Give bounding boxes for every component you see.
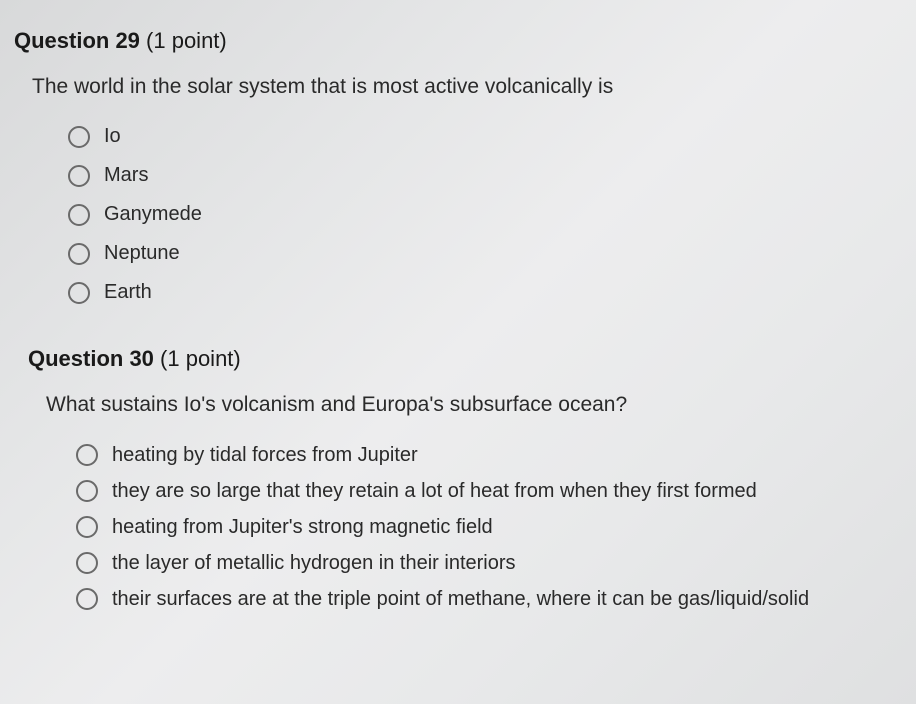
option-label: they are so large that they retain a lot… bbox=[112, 480, 757, 503]
question-30-block: Question 30 (1 point) What sustains Io's… bbox=[14, 346, 916, 610]
option-row[interactable]: Earth bbox=[68, 281, 916, 304]
option-row[interactable]: Ganymede bbox=[68, 203, 916, 226]
question-29-header: Question 29 (1 point) bbox=[14, 28, 916, 54]
question-30-header: Question 30 (1 point) bbox=[28, 346, 916, 372]
radio-icon[interactable] bbox=[68, 243, 90, 265]
radio-icon[interactable] bbox=[76, 516, 98, 538]
question-29-points: (1 point) bbox=[140, 28, 227, 53]
radio-icon[interactable] bbox=[68, 204, 90, 226]
radio-icon[interactable] bbox=[76, 480, 98, 502]
option-label: Neptune bbox=[104, 242, 180, 265]
radio-icon[interactable] bbox=[68, 282, 90, 304]
option-row[interactable]: Neptune bbox=[68, 242, 916, 265]
option-label: heating by tidal forces from Jupiter bbox=[112, 444, 418, 467]
option-row[interactable]: Mars bbox=[68, 164, 916, 187]
option-label: their surfaces are at the triple point o… bbox=[112, 588, 809, 611]
option-row[interactable]: Io bbox=[68, 125, 916, 148]
option-label: the layer of metallic hydrogen in their … bbox=[112, 552, 516, 575]
question-30-number: Question 30 bbox=[28, 346, 154, 371]
option-label: Mars bbox=[104, 164, 148, 187]
option-row[interactable]: they are so large that they retain a lot… bbox=[76, 480, 916, 503]
radio-icon[interactable] bbox=[68, 165, 90, 187]
question-30-text: What sustains Io's volcanism and Europa'… bbox=[46, 390, 916, 419]
question-30-points: (1 point) bbox=[154, 346, 241, 371]
question-29-number: Question 29 bbox=[14, 28, 140, 53]
question-29-text: The world in the solar system that is mo… bbox=[32, 72, 916, 101]
option-label: Earth bbox=[104, 281, 152, 304]
radio-icon[interactable] bbox=[76, 552, 98, 574]
option-label: Io bbox=[104, 125, 121, 148]
option-label: Ganymede bbox=[104, 203, 202, 226]
option-row[interactable]: heating from Jupiter's strong magnetic f… bbox=[76, 516, 916, 539]
option-row[interactable]: heating by tidal forces from Jupiter bbox=[76, 444, 916, 467]
option-label: heating from Jupiter's strong magnetic f… bbox=[112, 516, 493, 539]
question-29-block: Question 29 (1 point) The world in the s… bbox=[14, 28, 916, 304]
question-29-options: Io Mars Ganymede Neptune Earth bbox=[68, 125, 916, 304]
radio-icon[interactable] bbox=[68, 126, 90, 148]
radio-icon[interactable] bbox=[76, 444, 98, 466]
option-row[interactable]: their surfaces are at the triple point o… bbox=[76, 588, 916, 611]
option-row[interactable]: the layer of metallic hydrogen in their … bbox=[76, 552, 916, 575]
radio-icon[interactable] bbox=[76, 588, 98, 610]
question-30-options: heating by tidal forces from Jupiter the… bbox=[76, 444, 916, 611]
